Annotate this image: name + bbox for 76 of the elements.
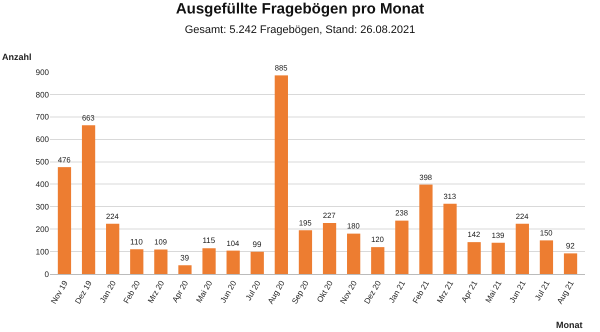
bar	[178, 265, 192, 274]
data-label: 99	[252, 240, 262, 249]
x-tick-label: Mai 21	[484, 278, 504, 304]
bar	[347, 234, 360, 274]
data-label: 885	[274, 63, 288, 72]
data-label: 195	[298, 218, 312, 228]
bar	[516, 224, 529, 274]
x-tick-label: Jan 20	[98, 278, 118, 304]
x-axis-title: Monat	[556, 320, 582, 330]
y-tick-label: 100	[36, 247, 50, 256]
x-tick-label: Mrz 20	[146, 278, 166, 305]
bar	[154, 250, 168, 274]
y-tick-label: 200	[36, 224, 50, 234]
data-label: 142	[468, 230, 480, 240]
x-tick-label: Apr 21	[460, 278, 480, 304]
x-tick-label: Sep 20	[290, 278, 311, 306]
data-label: 120	[371, 235, 384, 244]
bar	[443, 204, 457, 274]
data-label: 224	[516, 212, 530, 221]
data-label: 109	[154, 238, 167, 247]
x-tick-label: Mrz 21	[435, 278, 456, 305]
x-tick-label: Jan 21	[387, 278, 408, 304]
data-label: 39	[180, 253, 190, 262]
data-label: 139	[492, 230, 504, 240]
x-tick-label: Jun 20	[218, 278, 239, 304]
data-label: 238	[395, 208, 408, 218]
y-tick-label: 400	[36, 180, 50, 190]
chart-title: Ausgefüllte Fragebögen pro Monat	[176, 0, 424, 18]
x-tick-label: Okt 20	[315, 278, 336, 304]
x-tick-label: Mai 20	[194, 278, 215, 304]
y-tick-label: 500	[36, 158, 50, 167]
bar	[274, 75, 288, 274]
data-label: 313	[443, 192, 456, 201]
x-tick-label: Apr 20	[170, 278, 190, 304]
y-tick-label: 900	[36, 68, 50, 77]
data-label: 476	[58, 155, 71, 164]
y-tick-label: 800	[36, 90, 50, 100]
bar	[419, 184, 433, 274]
data-label: 180	[347, 222, 360, 231]
y-axis-title: Anzahl	[2, 52, 32, 62]
bar	[58, 167, 72, 274]
x-tick-label: Feb 21	[410, 278, 432, 306]
data-label: 150	[540, 228, 553, 238]
bar	[82, 125, 96, 274]
bar	[492, 242, 505, 274]
data-label: 398	[419, 172, 432, 182]
x-tick-label: Dez 19	[73, 278, 94, 306]
y-tick-label: 300	[36, 202, 50, 212]
bar	[371, 247, 384, 274]
bar	[298, 230, 312, 274]
data-label: 104	[226, 238, 240, 248]
x-tick-label: Jun 21	[508, 278, 528, 304]
y-tick-label: 700	[36, 112, 50, 122]
y-tick-label: 600	[36, 135, 50, 144]
data-label: 92	[566, 241, 576, 250]
data-label: 227	[322, 211, 336, 220]
bar	[226, 250, 240, 274]
x-tick-label: Jul 20	[244, 278, 263, 302]
data-label: 224	[106, 212, 120, 221]
chart-subtitle: Gesamt: 5.242 Fragebögen, Stand: 26.08.2021	[184, 24, 416, 36]
bar	[322, 223, 336, 274]
bar	[250, 252, 264, 274]
data-label: 110	[130, 237, 144, 246]
x-tick-label: Jul 21	[533, 278, 552, 302]
bar	[106, 224, 120, 274]
x-tick-label: Dez 20	[362, 278, 384, 306]
y-tick-label: 0	[44, 270, 50, 279]
x-tick-label: Feb 20	[122, 278, 142, 306]
bar	[130, 249, 144, 274]
bar	[564, 253, 578, 274]
bar	[540, 240, 554, 274]
data-label: 115	[202, 236, 216, 246]
data-label: 663	[82, 113, 95, 122]
bar	[468, 242, 481, 274]
bar	[395, 220, 408, 274]
bar	[202, 248, 216, 274]
